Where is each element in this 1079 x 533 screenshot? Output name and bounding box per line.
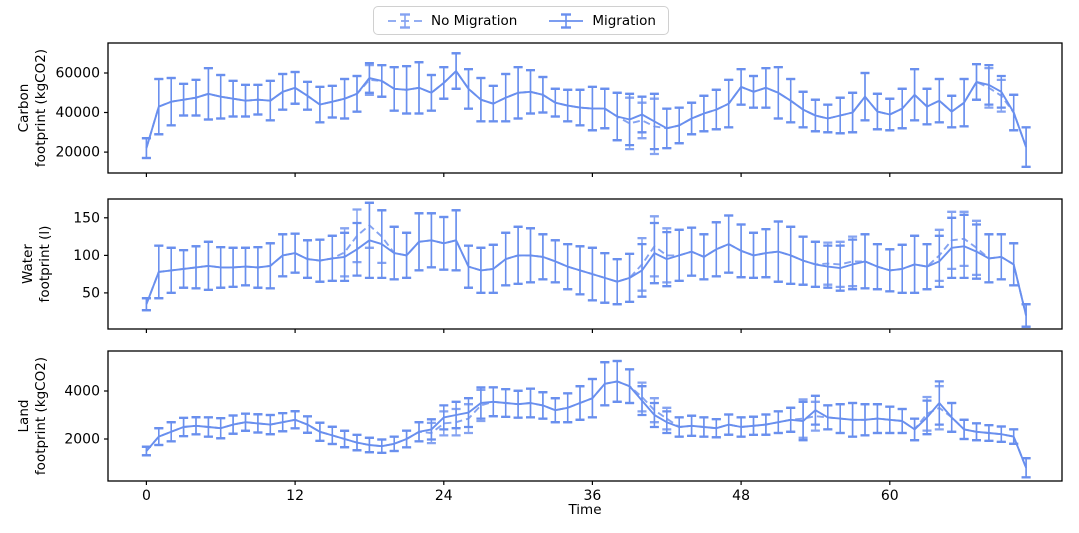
subplot-1: 20000 40000 60000 — [55, 42, 1063, 177]
x-tick-label: 12 — [286, 488, 304, 504]
y-tick-label: 60000 — [55, 66, 100, 82]
legend: No Migration Migration — [373, 6, 669, 35]
y-tick-label: 150 — [73, 210, 100, 226]
x-tick-label: 0 — [142, 488, 151, 504]
migration-errorbar-glyph — [549, 12, 584, 29]
errorbar-caps — [141, 359, 1031, 479]
errorbar-lines — [145, 202, 1027, 327]
errorbar-caps — [141, 52, 1031, 169]
errorbar-caps — [141, 359, 1031, 479]
series-line — [145, 380, 1027, 469]
legend-label-no-migration: No Migration — [431, 12, 518, 29]
plot-frame — [107, 42, 1063, 174]
x-tick-label: 60 — [881, 488, 899, 504]
y-axis-label-land: Land footprint (kgCO2) — [16, 356, 49, 476]
series-no-migration — [141, 359, 1031, 479]
y-tick-label: 4000 — [64, 384, 100, 400]
series-migration — [141, 359, 1031, 479]
plot-frame — [107, 198, 1063, 330]
errorbar-caps — [141, 201, 1031, 328]
x-tick-label: 36 — [583, 488, 601, 504]
x-axis-label: Time — [568, 502, 602, 518]
series-line — [145, 70, 1027, 149]
errorbar-lines — [145, 361, 1027, 478]
x-tick-label: 48 — [732, 488, 750, 504]
y-tick-label: 40000 — [55, 105, 100, 121]
subplot-2: 50 100 150 — [73, 198, 1063, 333]
series-line — [145, 380, 1027, 469]
series-migration — [141, 201, 1031, 328]
y-tick-label: 50 — [82, 285, 100, 301]
series-migration — [141, 52, 1031, 169]
errorbar-lines — [145, 361, 1027, 478]
y-tick-label: 2000 — [64, 432, 100, 448]
no-migration-errorbar-glyph — [388, 12, 422, 29]
subplot-3: 2000 4000 0 12 24 36 48 60 — [64, 350, 1063, 504]
errorbar-lines — [145, 202, 1027, 327]
series-line — [145, 239, 1028, 316]
x-tick-label: 24 — [435, 488, 453, 504]
legend-label-migration: Migration — [592, 12, 656, 29]
series-no-migration — [141, 201, 1031, 328]
y-tick-label: 100 — [73, 248, 100, 264]
plot-frame — [107, 350, 1063, 482]
legend-item-no-migration: No Migration — [386, 11, 517, 31]
errorbar-caps — [141, 201, 1031, 328]
legend-item-migration: Migration — [547, 11, 656, 31]
y-tick-label: 20000 — [55, 145, 100, 161]
